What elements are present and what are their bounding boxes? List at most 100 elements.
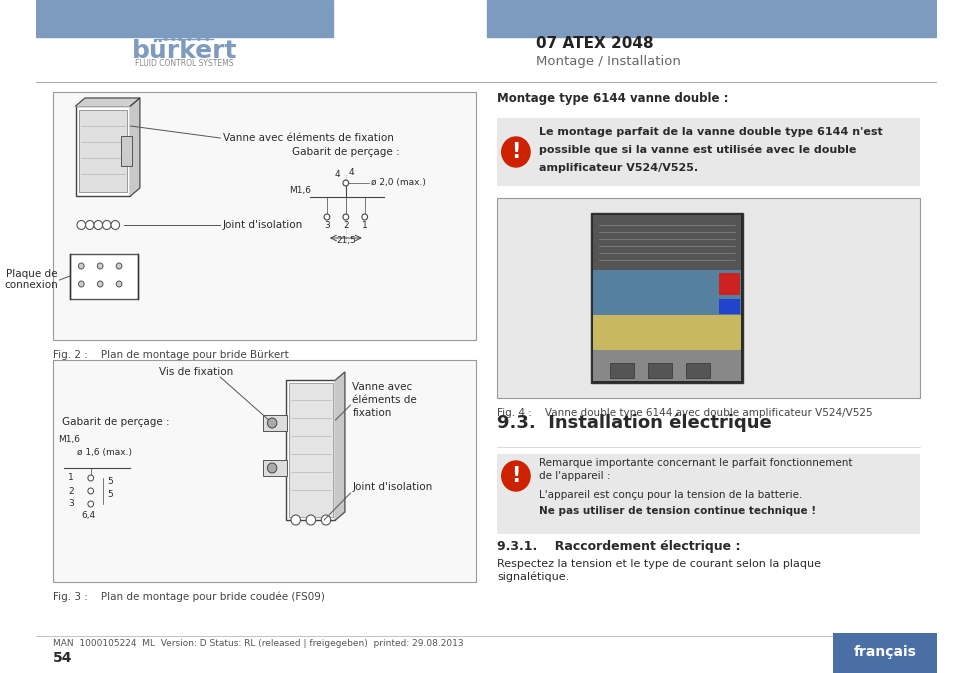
Bar	[486, 0, 936, 37]
Circle shape	[501, 461, 530, 491]
Bar	[593, 215, 740, 270]
Text: Vanne avec: Vanne avec	[352, 382, 413, 392]
Bar	[52, 360, 476, 582]
Bar	[286, 380, 335, 520]
Text: M1,6: M1,6	[289, 186, 311, 195]
Text: Le montage parfait de la vanne double type 6144 n'est: Le montage parfait de la vanne double ty…	[538, 127, 882, 137]
Bar	[36, 0, 333, 37]
Text: Gabarit de perçage :: Gabarit de perçage :	[62, 417, 170, 427]
Bar	[289, 383, 333, 517]
Circle shape	[267, 463, 276, 473]
Text: FLUID CONTROL SYSTEMS: FLUID CONTROL SYSTEMS	[135, 59, 233, 69]
Bar	[833, 633, 936, 673]
Text: !: !	[511, 466, 520, 486]
Text: 1: 1	[68, 474, 73, 483]
Bar	[497, 198, 920, 398]
Text: éléments de: éléments de	[352, 395, 416, 405]
Circle shape	[206, 38, 209, 40]
Text: possible que si la vanne est utilisée avec le double: possible que si la vanne est utilisée av…	[538, 145, 855, 155]
Text: amplificateur V524/V525.: amplificateur V524/V525.	[538, 163, 697, 173]
Circle shape	[321, 515, 331, 525]
Bar	[593, 270, 740, 315]
Text: M1,6: M1,6	[58, 435, 80, 444]
Text: Ne pas utiliser de tension continue technique !: Ne pas utiliser de tension continue tech…	[538, 506, 815, 516]
Polygon shape	[75, 98, 140, 106]
Circle shape	[291, 515, 300, 525]
Circle shape	[78, 281, 84, 287]
Text: L'appareil est conçu pour la tension de la batterie.: L'appareil est conçu pour la tension de …	[538, 490, 801, 500]
Circle shape	[165, 38, 167, 40]
Circle shape	[94, 221, 102, 229]
Text: Vanne avec éléments de fixation: Vanne avec éléments de fixation	[223, 133, 394, 143]
Circle shape	[324, 214, 330, 220]
Text: connexion: connexion	[4, 280, 57, 290]
Bar	[52, 92, 476, 340]
Text: Remarque importante concernant le parfait fonctionnement: Remarque importante concernant le parfai…	[538, 458, 851, 468]
Text: Gabarit de perçage :: Gabarit de perçage :	[292, 147, 399, 157]
Bar	[121, 136, 132, 166]
Text: Joint d'isolation: Joint d'isolation	[352, 482, 433, 492]
Polygon shape	[335, 372, 345, 520]
Circle shape	[86, 221, 94, 229]
Text: Respectez la tension et le type de courant selon la plaque: Respectez la tension et le type de coura…	[497, 559, 821, 569]
Circle shape	[116, 263, 122, 269]
Circle shape	[88, 475, 93, 481]
Text: 54: 54	[52, 651, 72, 665]
Circle shape	[97, 281, 103, 287]
Bar	[591, 213, 741, 383]
Circle shape	[343, 180, 348, 186]
Text: 9.3.  Installation électrique: 9.3. Installation électrique	[497, 413, 771, 432]
Text: 9.3.1.    Raccordement électrique :: 9.3.1. Raccordement électrique :	[497, 540, 740, 553]
Text: 3: 3	[324, 221, 330, 230]
Bar	[497, 454, 920, 534]
Circle shape	[267, 418, 276, 428]
Bar	[685, 363, 709, 378]
Text: Montage type 6144 vanne double :: Montage type 6144 vanne double :	[497, 92, 728, 105]
Bar	[593, 350, 740, 381]
Text: 5: 5	[108, 490, 113, 499]
Text: français: français	[853, 645, 916, 659]
Bar	[610, 363, 634, 378]
Bar	[70, 254, 138, 299]
Circle shape	[88, 501, 93, 507]
Circle shape	[77, 221, 86, 229]
Circle shape	[88, 488, 93, 494]
Text: Montage / Installation: Montage / Installation	[536, 55, 680, 69]
Text: ø 1,6 (max.): ø 1,6 (max.)	[77, 448, 132, 457]
Circle shape	[197, 38, 200, 40]
Text: Vis de fixation: Vis de fixation	[158, 367, 233, 377]
Bar	[79, 110, 127, 192]
Text: 4: 4	[349, 168, 354, 177]
Text: Joint d'isolation: Joint d'isolation	[223, 220, 303, 230]
Circle shape	[188, 38, 191, 40]
Text: !: !	[511, 142, 520, 162]
Circle shape	[102, 221, 111, 229]
Bar	[262, 460, 287, 476]
Circle shape	[78, 263, 84, 269]
Bar	[719, 273, 740, 295]
Text: Fig. 3 :    Plan de montage pour bride coudée (FS09): Fig. 3 : Plan de montage pour bride coud…	[52, 592, 324, 602]
Bar	[497, 118, 920, 186]
Text: signalétique.: signalétique.	[497, 571, 569, 582]
Text: 21,5: 21,5	[335, 236, 355, 245]
Bar	[262, 415, 287, 431]
Bar	[593, 315, 740, 350]
Text: Plaque de: Plaque de	[6, 269, 57, 279]
Bar	[75, 106, 131, 196]
Circle shape	[116, 281, 122, 287]
Polygon shape	[131, 98, 140, 196]
Text: de l'appareil :: de l'appareil :	[538, 471, 609, 481]
Text: bürkert: bürkert	[132, 39, 237, 63]
Circle shape	[306, 515, 315, 525]
Circle shape	[361, 214, 367, 220]
Circle shape	[111, 221, 119, 229]
Text: 5: 5	[108, 477, 113, 486]
Text: 6,4: 6,4	[82, 511, 96, 520]
Text: 1: 1	[361, 221, 367, 230]
Bar	[719, 299, 740, 314]
Text: MAN  1000105224  ML  Version: D Status: RL (released | freigegeben)  printed: 29: MAN 1000105224 ML Version: D Status: RL …	[52, 639, 463, 649]
Text: Fig. 4 :    Vanne double type 6144 avec double amplificateur V524/V525: Fig. 4 : Vanne double type 6144 avec dou…	[497, 408, 872, 418]
Circle shape	[178, 38, 181, 40]
Text: 3: 3	[68, 499, 73, 509]
Bar	[647, 363, 671, 378]
